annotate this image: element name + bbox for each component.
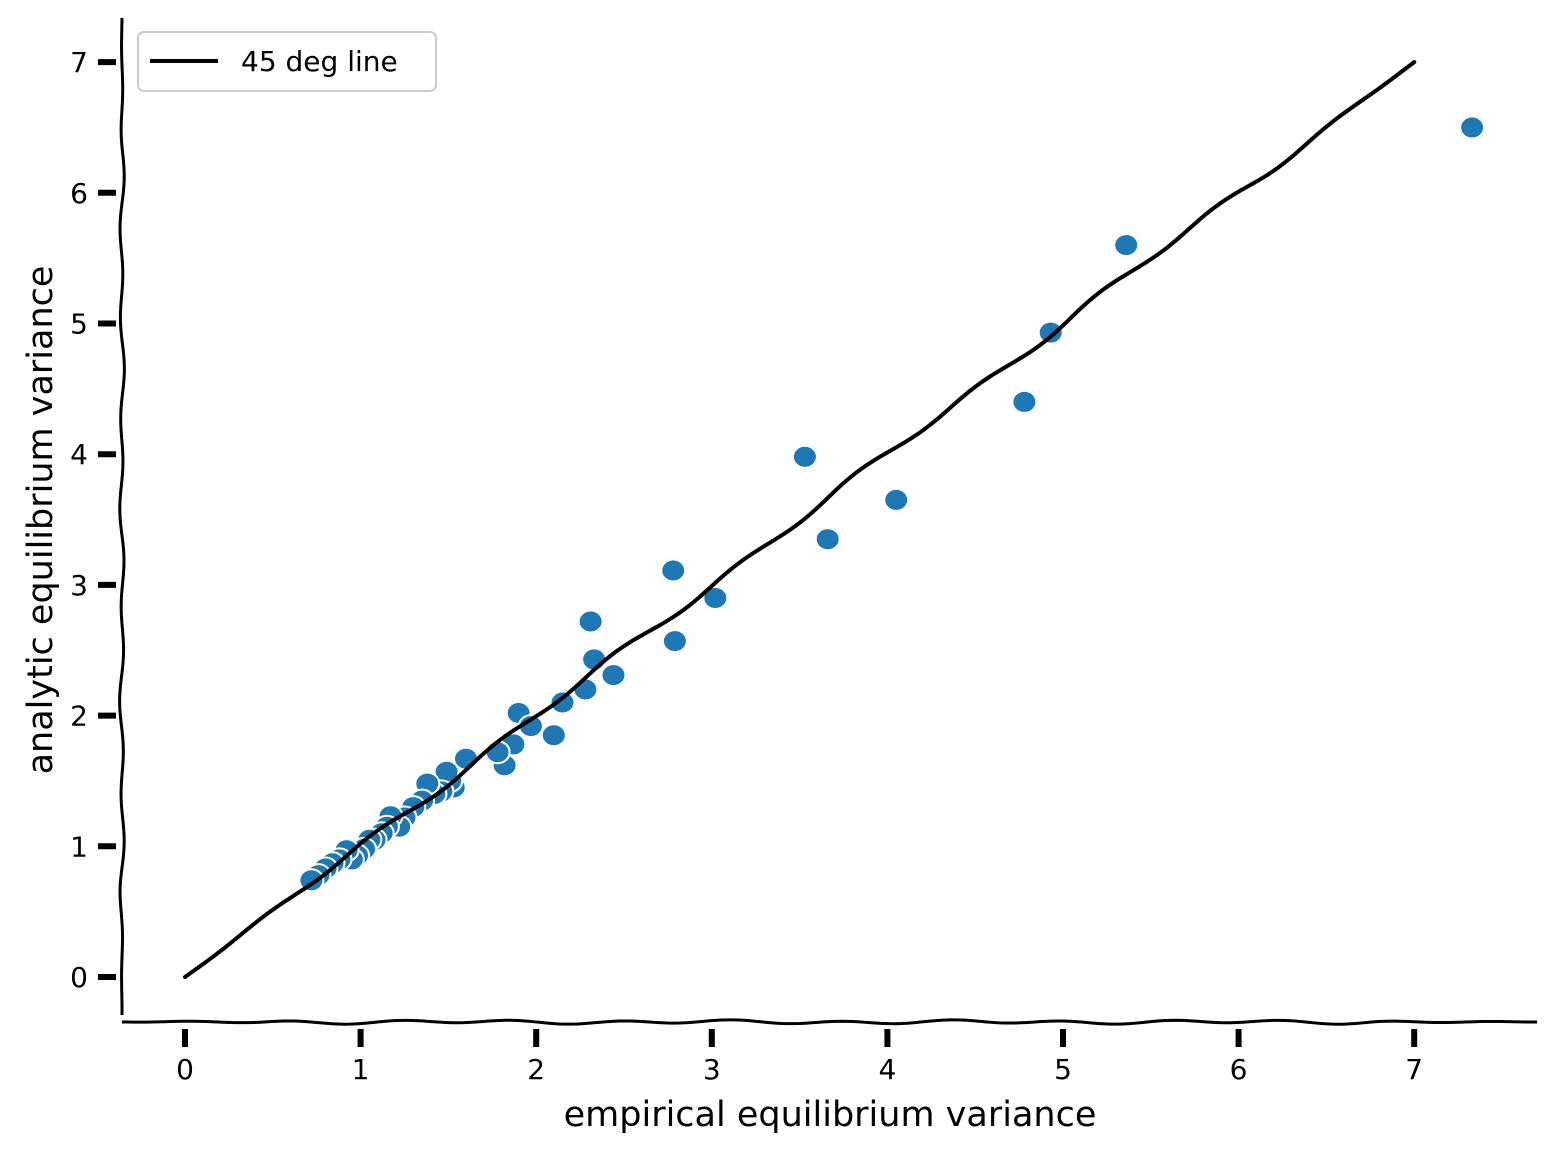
- scatter-point: [572, 677, 599, 702]
- y-tick-label: 5: [70, 308, 88, 341]
- scatter-point: [549, 690, 576, 715]
- scatter-point: [540, 723, 567, 748]
- scatter-point: [814, 527, 841, 552]
- scatter-point: [577, 609, 604, 634]
- x-tick-label: 1: [352, 1053, 370, 1086]
- y-axis-title: analytic equilibrium variance: [21, 266, 61, 775]
- x-axis-spine: [121, 1018, 1537, 1026]
- scatter-point: [1011, 389, 1038, 414]
- scatter-point: [661, 629, 688, 654]
- y-tick-label: 7: [70, 46, 88, 79]
- legend-box: [137, 31, 437, 92]
- y-tick-label: 4: [70, 438, 88, 471]
- legend-label: 45 deg line: [241, 45, 398, 78]
- scatter-point: [883, 487, 910, 512]
- scatter-point: [600, 663, 627, 688]
- diagonal-line-group: [183, 60, 1417, 979]
- scatter-point: [702, 586, 729, 610]
- y-tick-label: 0: [70, 961, 88, 994]
- y-axis-spine: [118, 17, 126, 1016]
- scatter-point: [1113, 233, 1140, 258]
- y-tick-label: 2: [70, 700, 88, 733]
- x-tick-label: 6: [1230, 1053, 1248, 1086]
- scatter-point: [1037, 320, 1064, 345]
- scatter-point: [660, 558, 687, 583]
- x-tick-label: 7: [1405, 1053, 1423, 1086]
- scatter-point: [581, 647, 608, 672]
- x-tick-label: 5: [1054, 1053, 1072, 1086]
- axes: 0 1 2 3 4 5 6 7 0 1 2 3 4 5 6 7: [70, 17, 1537, 1086]
- scatter-point: [1459, 115, 1486, 140]
- x-tick-label: 0: [176, 1053, 194, 1086]
- y-tick-label: 3: [70, 569, 88, 602]
- legend: 45 deg line: [137, 31, 437, 92]
- scatter-point: [791, 444, 818, 469]
- x-axis-title: empirical equilibrium variance: [564, 1095, 1097, 1135]
- y-tick-label: 6: [70, 177, 88, 210]
- x-tick-label: 2: [527, 1053, 545, 1086]
- scatter-points: [298, 115, 1486, 893]
- diagonal-line: [183, 60, 1417, 979]
- x-tick-label: 3: [703, 1053, 721, 1086]
- scatter-point: [484, 740, 511, 765]
- x-tick-label: 4: [878, 1053, 896, 1086]
- y-tick-label: 1: [70, 830, 88, 863]
